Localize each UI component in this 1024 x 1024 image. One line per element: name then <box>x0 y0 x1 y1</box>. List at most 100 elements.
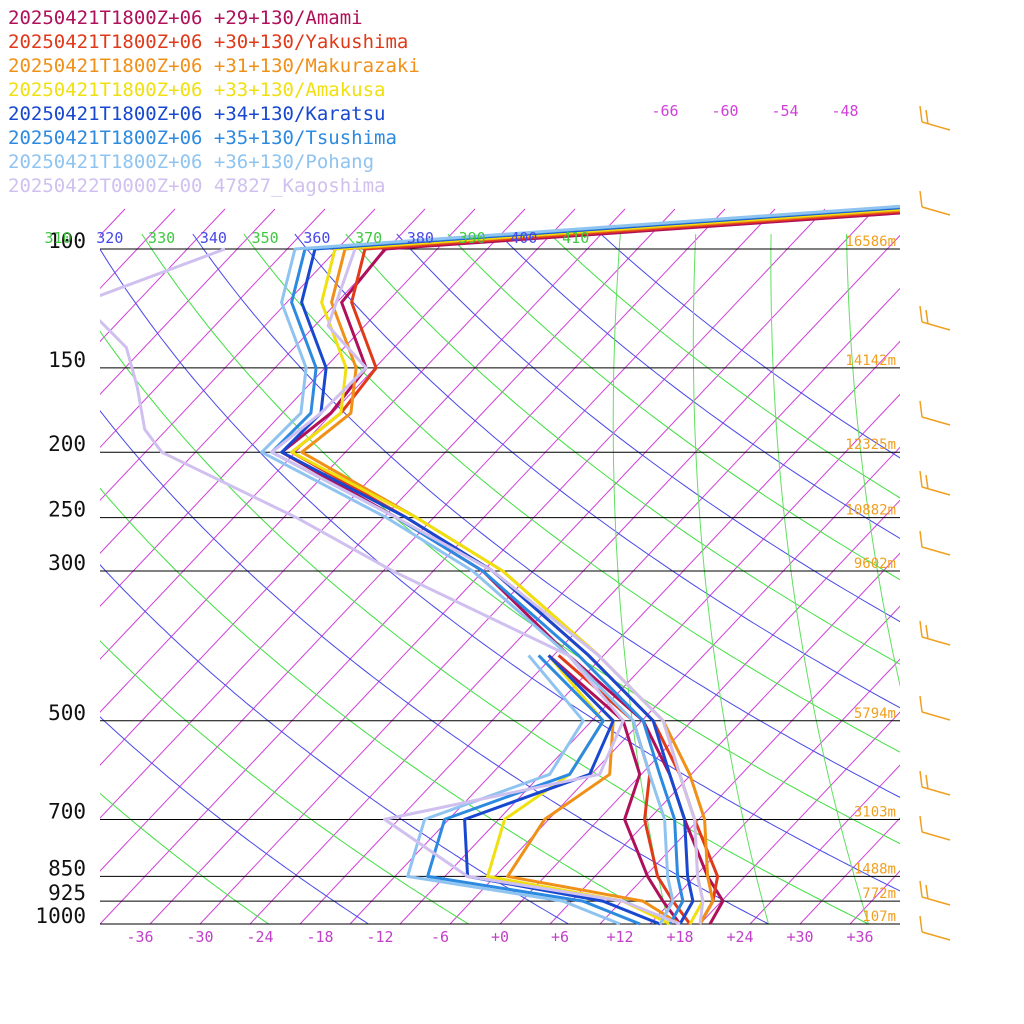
isotherm-label: -60 <box>711 102 738 120</box>
isotherm-line <box>0 209 25 924</box>
barb-staff <box>921 321 951 331</box>
isotherm-label: -48 <box>831 102 858 120</box>
theta-label: 370 <box>355 229 382 247</box>
isotherm-line <box>549 552 900 925</box>
barb-feather <box>925 109 929 125</box>
isotherm-line <box>799 817 900 925</box>
height-label: 107m <box>862 909 896 925</box>
theta-label: 360 <box>303 229 330 247</box>
barb-staff <box>921 486 951 496</box>
isotherm-line <box>100 208 176 290</box>
height-label: 9602m <box>854 556 896 572</box>
isotherm-line <box>599 605 900 925</box>
theta-label: 330 <box>148 229 175 247</box>
temperature-profile-line <box>290 207 900 925</box>
legend-entry: 20250421T1800Z+06 +35+130/Tsushima <box>8 127 397 149</box>
barb-staff <box>921 636 951 646</box>
height-label: 10882m <box>845 503 896 519</box>
isotherm-line <box>899 923 900 924</box>
barb-staff <box>921 896 951 906</box>
barb-feather <box>925 774 929 790</box>
legend-entry: 20250421T1800Z+06 +34+130/Karatsu <box>8 103 386 125</box>
temperature-profile-line <box>290 210 900 925</box>
pressure-label: 200 <box>48 432 86 456</box>
temperature-tick-label: +36 <box>846 928 873 946</box>
barb-feather <box>919 530 923 548</box>
barb-feather <box>925 309 929 325</box>
barb-feather <box>925 884 929 900</box>
barb-feather <box>919 105 923 123</box>
wind-barb <box>919 530 951 556</box>
pressure-label: 150 <box>48 348 86 372</box>
temperature-tick-label: -24 <box>246 928 273 946</box>
barb-feather <box>919 305 923 323</box>
height-label: 1488m <box>854 861 896 877</box>
isotherm-line <box>699 711 900 925</box>
theta-label: 310 <box>45 229 72 247</box>
theta-label: 340 <box>200 229 227 247</box>
wind-barb <box>919 695 951 721</box>
pressure-label: 850 <box>48 856 86 880</box>
barb-staff <box>921 121 951 131</box>
legend: 20250421T1800Z+06 +29+130/Amami20250421T… <box>8 7 420 197</box>
wind-barb <box>919 815 951 841</box>
barb-feather <box>919 190 923 208</box>
theta-label: 390 <box>459 229 486 247</box>
barb-staff <box>921 931 951 941</box>
isotherm-line <box>100 208 776 925</box>
isotherm-line <box>199 208 876 925</box>
isotherm-line <box>249 234 900 925</box>
dry-adiabat-line <box>549 233 900 499</box>
wind-barb <box>919 105 951 131</box>
pressure-label: 1000 <box>35 904 86 928</box>
isotherm-label: -66 <box>651 102 678 120</box>
pressure-label: 700 <box>48 799 86 823</box>
dry-adiabat-line <box>243 233 900 753</box>
pressure-label: 100 <box>48 229 86 253</box>
isotherm-line <box>100 208 526 660</box>
temperature-tick-label: -18 <box>306 928 333 946</box>
barb-staff <box>921 711 951 721</box>
pressure-label: 300 <box>48 551 86 575</box>
pressure-label: 500 <box>48 701 86 725</box>
isotherm-line <box>100 208 376 502</box>
moist-adiabat-line <box>846 233 900 688</box>
dry-adiabat-line <box>447 233 900 581</box>
wind-barb <box>919 620 951 646</box>
temperature-tick-label: +18 <box>666 928 693 946</box>
temperature-tick-label: -36 <box>126 928 153 946</box>
dry-adiabat-line <box>396 233 900 623</box>
isotherm-line <box>100 208 576 713</box>
height-label: 12325m <box>845 437 896 453</box>
height-label: 16586m <box>845 234 896 250</box>
temperature-tick-label: +12 <box>606 928 633 946</box>
pressure-label: 250 <box>48 498 86 522</box>
dry-adiabat-line <box>294 233 900 709</box>
axis-labels: 100 16586m 150 14142m 200 12325m 250 10882m 300 9… <box>35 102 896 946</box>
height-label: 5794m <box>854 706 896 722</box>
wind-barb <box>919 915 951 941</box>
isotherm-line <box>299 287 900 925</box>
legend-entry: 20250421T1800Z+06 +36+130/Pohang <box>8 151 374 173</box>
theta-label: 410 <box>562 229 589 247</box>
barb-staff <box>921 206 951 216</box>
temperature-tick-label: -6 <box>431 928 449 946</box>
wind-barb <box>919 880 951 906</box>
barb-feather <box>919 915 923 933</box>
wind-barb <box>919 400 951 426</box>
sounding-profiles <box>100 204 900 926</box>
barb-feather <box>919 695 923 713</box>
height-label: 14142m <box>845 353 896 369</box>
temperature-tick-label: +24 <box>726 928 753 946</box>
barb-feather <box>919 620 923 638</box>
dry-adiabat-line <box>498 233 900 540</box>
isobar-lines <box>100 248 900 925</box>
temperature-profile-line <box>260 204 900 925</box>
dewpoint-profile-line <box>406 654 621 926</box>
barb-feather <box>919 470 923 488</box>
temperature-tick-label: +0 <box>491 928 509 946</box>
barb-feather <box>919 770 923 788</box>
wind-barb <box>919 190 951 216</box>
barb-feather <box>919 880 923 898</box>
